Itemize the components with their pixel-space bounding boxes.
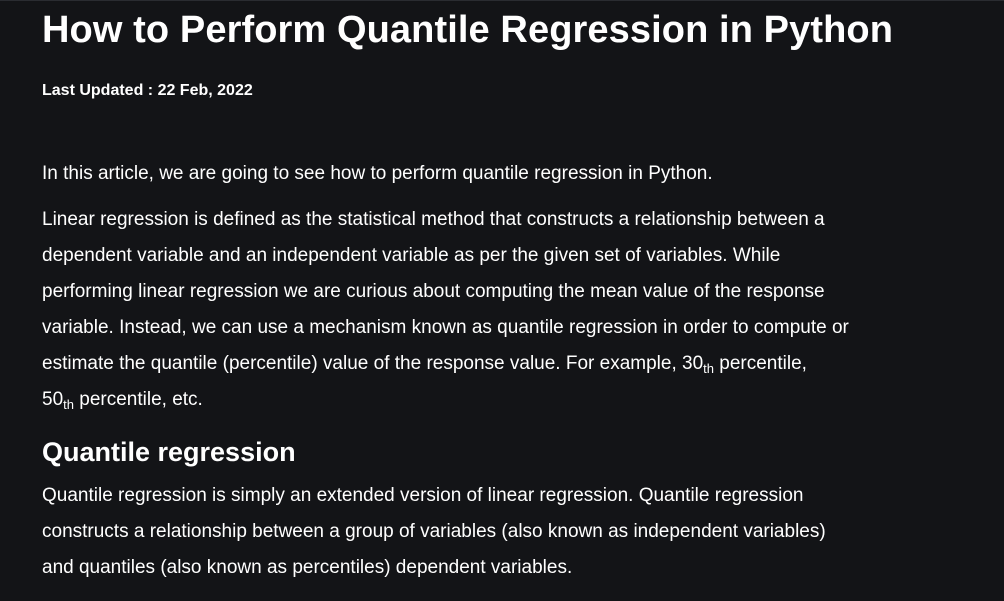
last-updated-date: Last Updated : 22 Feb, 2022	[42, 82, 253, 99]
quantile-regression-paragraph: Quantile regression is simply an extende…	[42, 478, 972, 586]
paragraph-line: constructs a relationship between a grou…	[42, 521, 826, 542]
section-heading: Quantile regression	[42, 437, 296, 467]
paragraph-text: estimate the quantile (percentile) value…	[42, 353, 704, 374]
subscript-th: th	[703, 361, 714, 376]
paragraph-line: Linear regression is defined as the stat…	[42, 209, 825, 230]
paragraph-line: performing linear regression we are curi…	[42, 281, 825, 302]
paragraph-line: estimate the quantile (percentile) value…	[42, 346, 972, 382]
intro-paragraph: In this article, we are going to see how…	[42, 163, 713, 184]
article-title: How to Perform Quantile Regression in Py…	[42, 9, 894, 51]
paragraph-line: 50th percentile, etc.	[42, 382, 972, 418]
paragraph-line: variable. Instead, we can use a mechanis…	[42, 317, 849, 338]
subscript-th: th	[63, 397, 74, 412]
paragraph-text: 50	[42, 389, 64, 410]
paragraph-text: percentile,	[714, 353, 807, 374]
paragraph-line: dependent variable and an independent va…	[42, 245, 781, 266]
paragraph-line: Quantile regression is simply an extende…	[42, 485, 804, 506]
top-divider	[0, 0, 1004, 1]
paragraph-text: percentile, etc.	[73, 389, 203, 410]
paragraph-line: and quantiles (also known as percentiles…	[42, 557, 573, 578]
linear-regression-paragraph: Linear regression is defined as the stat…	[42, 202, 972, 418]
